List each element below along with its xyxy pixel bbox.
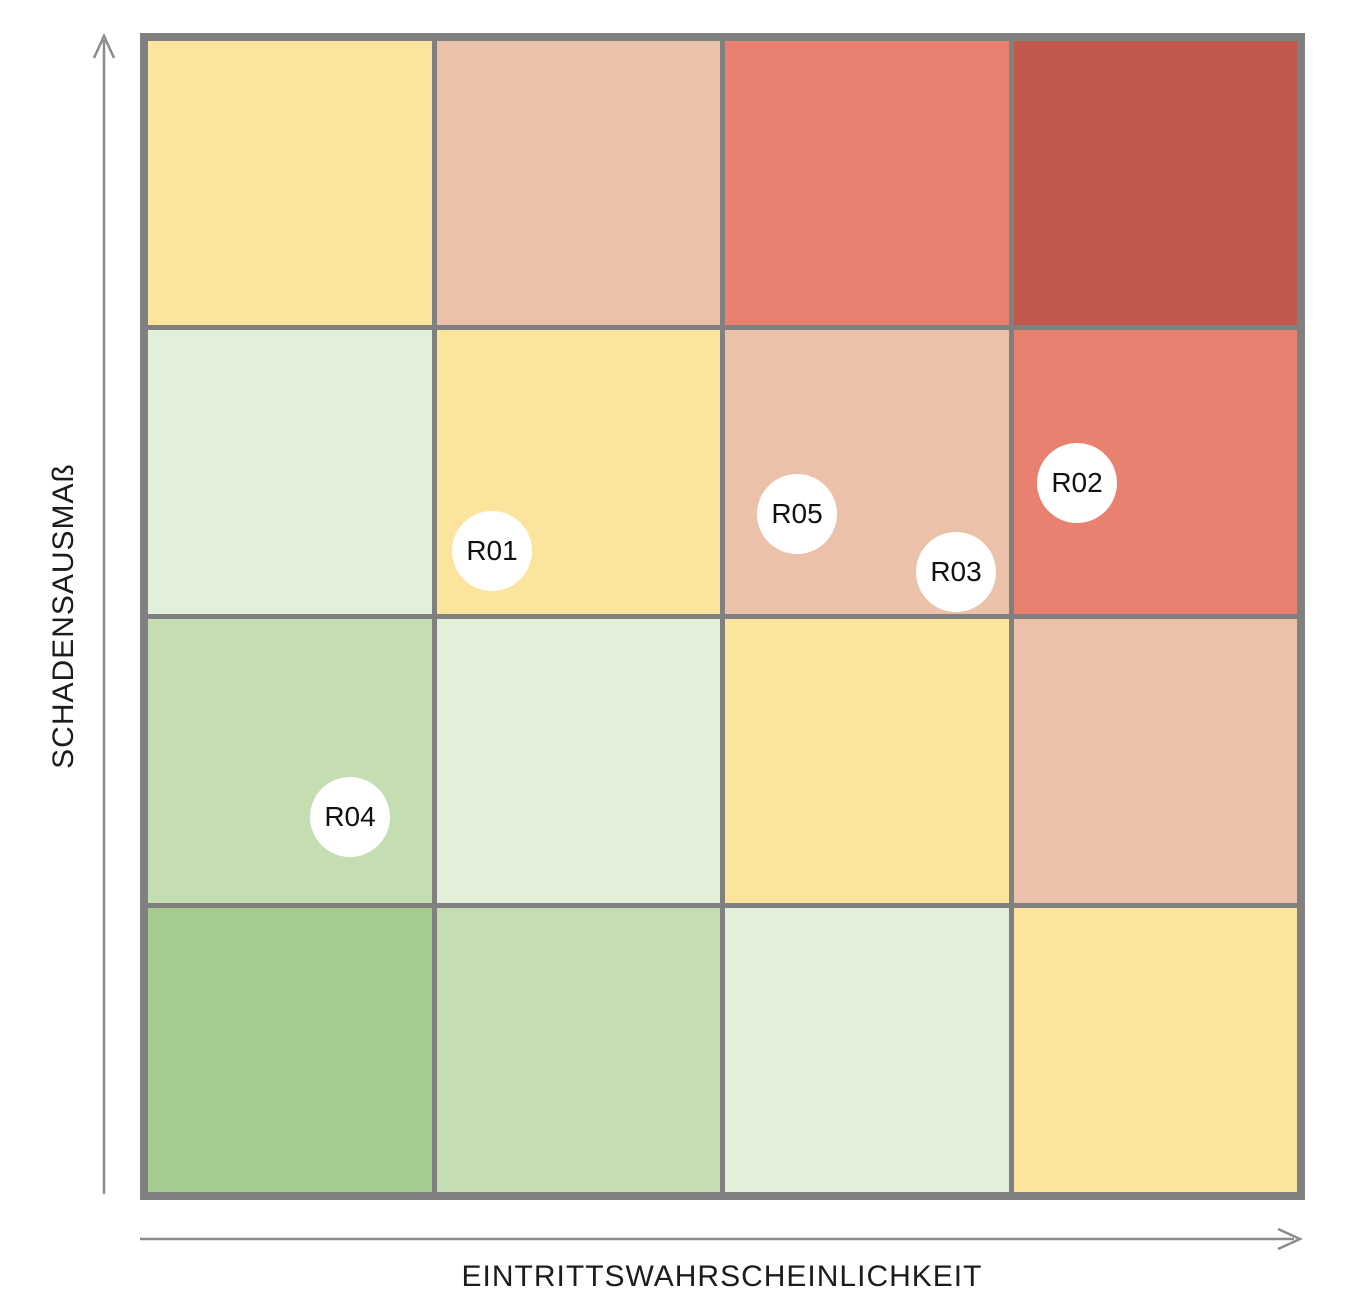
risk-marker-r01[interactable]: R01 [452, 511, 532, 591]
matrix-cell-r4c1 [148, 908, 432, 1192]
risk-marker-r02[interactable]: R02 [1037, 443, 1117, 523]
y-axis-arrow [92, 32, 116, 1194]
risk-marker-label: R03 [930, 556, 982, 587]
matrix-cell-r1c2 [436, 41, 720, 325]
x-axis-label: EINTRITTSWAHRSCHEINLICHKEIT [461, 1260, 983, 1293]
risk-marker-r04[interactable]: R04 [310, 777, 390, 857]
risk-marker-label: R04 [324, 801, 376, 832]
matrix-cell-r3c4 [1013, 619, 1297, 903]
matrix-cell-r3c3 [725, 619, 1009, 903]
risk-marker-label: R01 [466, 535, 518, 566]
matrix-cell-r3c2 [436, 619, 720, 903]
risk-marker-r03[interactable]: R03 [916, 532, 996, 612]
matrix-grid [140, 33, 1305, 1200]
risk-marker-r05[interactable]: R05 [757, 474, 837, 554]
matrix-plot: R01 R02 R03 R04 R05 [140, 33, 1305, 1200]
matrix-cell-r2c1 [148, 330, 432, 614]
risk-marker-label: R02 [1051, 467, 1103, 498]
matrix-cell-r4c3 [725, 908, 1009, 1192]
x-axis-arrow [140, 1227, 1304, 1251]
matrix-cell-r1c1 [148, 41, 432, 325]
risk-marker-label: R05 [771, 498, 823, 529]
matrix-cell-r1c4 [1013, 41, 1297, 325]
matrix-cell-r1c3 [725, 41, 1009, 325]
matrix-cell-r4c2 [436, 908, 720, 1192]
matrix-cell-r4c4 [1013, 908, 1297, 1192]
y-axis-label: SCHADENSAUSMAß [47, 463, 80, 769]
matrix-cell-r3c1 [148, 619, 432, 903]
